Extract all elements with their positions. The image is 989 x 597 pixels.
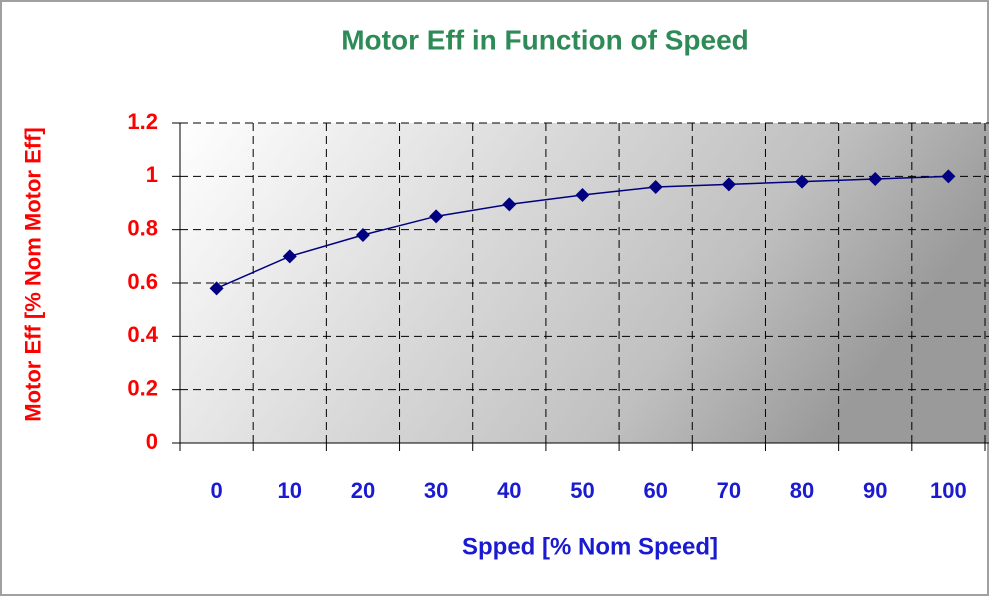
- marker: [795, 174, 810, 189]
- y-tick-label: 0.8: [127, 215, 158, 240]
- y-tick-label: 0.2: [127, 375, 158, 400]
- marker: [502, 197, 517, 212]
- x-tick-label: 30: [424, 478, 448, 503]
- x-tick-label: 60: [643, 478, 667, 503]
- y-tick-label: 1.2: [127, 109, 158, 134]
- x-tick-label: 70: [717, 478, 741, 503]
- y-tick-label: 0: [146, 429, 158, 454]
- x-tick-label: 90: [863, 478, 887, 503]
- x-tick-label: 50: [570, 478, 594, 503]
- y-tick-label: 1: [146, 162, 158, 187]
- marker: [282, 249, 297, 264]
- x-tick-label: 10: [278, 478, 302, 503]
- marker: [648, 180, 663, 194]
- marker: [355, 228, 370, 242]
- y-tick-label: 0.6: [127, 269, 158, 294]
- y-tick-label: 0.4: [127, 322, 158, 347]
- marker: [209, 281, 224, 296]
- marker: [429, 209, 444, 224]
- marker: [721, 177, 736, 192]
- y-axis-title: Motor Eff [% Nom Motor Eff]: [20, 127, 46, 422]
- marker: [941, 169, 956, 184]
- x-tick-label: 40: [497, 478, 521, 503]
- x-tick-label: 20: [351, 478, 375, 503]
- marker: [868, 172, 883, 186]
- x-tick-label: 80: [790, 478, 814, 503]
- marker: [575, 188, 590, 202]
- x-tick-label: 100: [930, 478, 967, 503]
- x-tick-label: 0: [210, 478, 222, 503]
- chart-title: Motor Eff in Function of Speed: [341, 24, 749, 55]
- x-axis-title: Spped [% Nom Speed]: [462, 533, 718, 560]
